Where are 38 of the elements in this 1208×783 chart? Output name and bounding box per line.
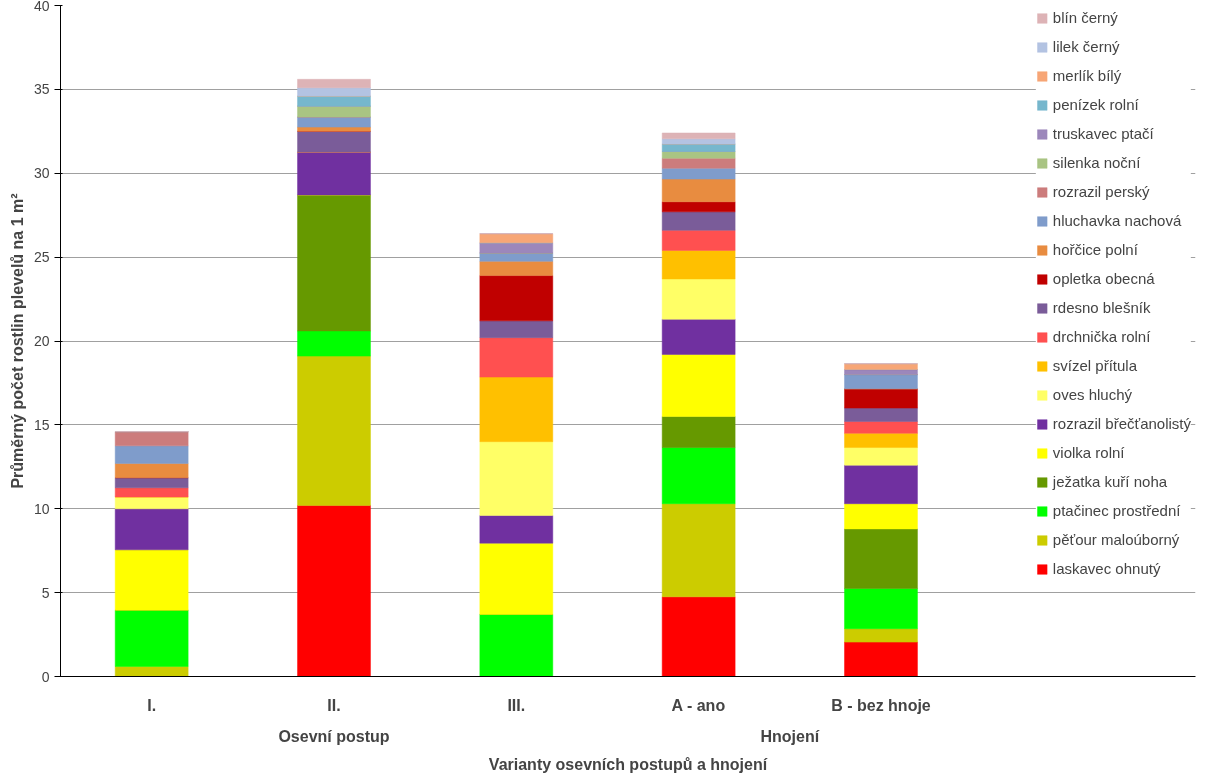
legend-label: lilek černý [1052, 38, 1120, 55]
legend-label: hořčice polní [1052, 241, 1138, 258]
legend-label: hluchavka nachová [1052, 212, 1182, 229]
y-tick-label: 40 [33, 0, 50, 14]
y-axis-title: Průměrný počet rostlin plevelů na 1 m² [8, 193, 26, 489]
x-tick-label: I. [147, 696, 157, 714]
legend-label: drchnička rolní [1052, 328, 1151, 345]
legend-label: merlík bílý [1052, 67, 1122, 84]
legend-label: laskavec ohnutý [1052, 560, 1161, 577]
x-tick-label: III. [507, 696, 526, 714]
y-tick-label: 20 [33, 333, 50, 349]
legend-label: violka rolní [1052, 444, 1125, 461]
y-tick-label: 10 [33, 500, 50, 517]
x-tick-label: B - bez hnoje [831, 696, 931, 714]
legend-label: pěťour maloúborný [1052, 531, 1180, 548]
legend-label: rdesno blešník [1052, 299, 1151, 316]
text: Hnojení [760, 727, 820, 745]
y-tick-label: 15 [33, 416, 50, 433]
legend-label: penízek rolní [1052, 96, 1139, 113]
legend-label: svízel přítula [1052, 357, 1138, 374]
y-tick-label: 30 [33, 165, 50, 182]
text: Osevní postup [278, 727, 390, 745]
legend-label: opletka obecná [1052, 270, 1155, 287]
y-tick-label: 5 [41, 584, 50, 601]
legend-label: ptačinec prostřední [1052, 502, 1181, 519]
legend-label: blín černý [1052, 9, 1118, 26]
x-tick-label: A - ano [671, 696, 726, 714]
y-tick-label: 35 [33, 81, 50, 98]
legend-label: truskavec ptačí [1052, 125, 1154, 142]
y-tick-label: 25 [33, 249, 50, 266]
x-axis-title: Varianty osevních postupů a hnojení [488, 755, 768, 773]
x-tick-label: II. [327, 696, 341, 714]
legend-label: rozrazil břečťanolistý [1052, 415, 1191, 432]
legend-label: ježatka kuří noha [1052, 473, 1168, 490]
legend-label: silenka noční [1052, 154, 1141, 171]
legend-label: rozrazil perský [1052, 183, 1150, 200]
y-tick-label: 0 [41, 668, 50, 685]
legend-label: oves hluchý [1052, 386, 1133, 403]
